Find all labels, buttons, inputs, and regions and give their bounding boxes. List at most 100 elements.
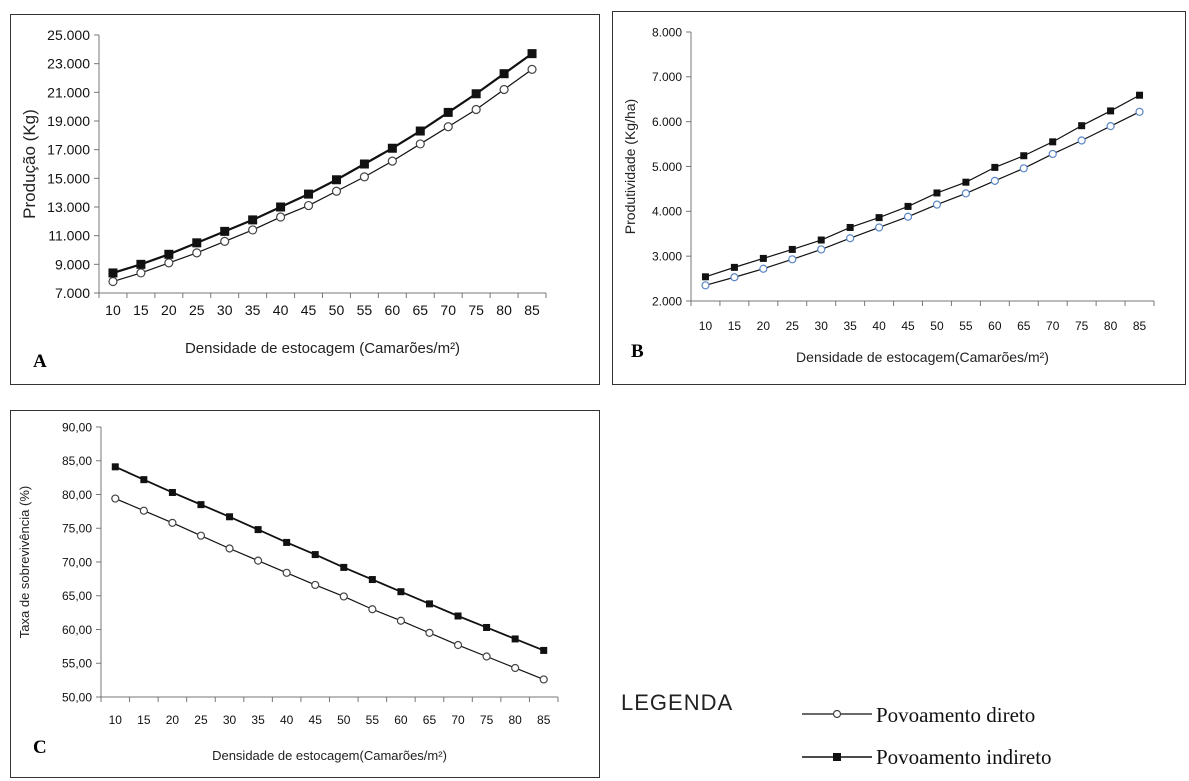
data-point-indireto-c xyxy=(340,563,348,571)
x-tick-label-c: 55 xyxy=(366,713,380,727)
data-point-direto-c xyxy=(482,652,491,661)
x-tick-label-b: 35 xyxy=(843,319,857,333)
x-tick-label-a: 85 xyxy=(524,302,540,318)
x-tick-label-c: 45 xyxy=(309,713,323,727)
data-point-indireto-a xyxy=(108,268,118,278)
data-point-direto-b xyxy=(961,189,971,198)
data-point-indireto-c xyxy=(111,463,119,471)
data-point-indireto-c xyxy=(311,551,319,559)
data-point-indireto-b xyxy=(759,254,767,262)
data-point-direto-b xyxy=(759,264,768,273)
y-tick-label-c: 90,00 xyxy=(62,420,92,434)
series-line-direto-a xyxy=(112,68,533,283)
y-tick-label-c: 55,00 xyxy=(62,657,92,671)
data-point-indireto-b xyxy=(730,263,738,271)
data-point-indireto-c xyxy=(197,501,205,509)
data-point-direto-b xyxy=(701,281,710,290)
x-tick-label-c: 20 xyxy=(166,713,180,727)
data-point-indireto-a xyxy=(276,202,286,212)
chart-panel-c: 50,00 55,00 60,00 65,00 70,00 75,00 80,00 85,00… xyxy=(10,410,600,778)
y-tick-label-c: 70,00 xyxy=(62,555,92,569)
x-tick-label-a: 25 xyxy=(189,302,205,318)
y-tick-label-c: 65,00 xyxy=(62,589,92,603)
data-point-direto-a xyxy=(248,225,258,235)
data-point-direto-b xyxy=(1106,122,1115,131)
data-point-indireto-a xyxy=(387,143,397,153)
y-tick-label-a: 11.000 xyxy=(48,228,90,244)
data-point-indireto-a xyxy=(220,226,230,236)
data-point-indireto-b xyxy=(1136,91,1144,99)
y-tick-label-c: 85,00 xyxy=(62,454,92,468)
data-point-indireto-b xyxy=(817,236,825,244)
x-tick-label-c: 35 xyxy=(251,713,265,727)
y-axis-title-b: Produtividade (Kg/ha) xyxy=(622,99,638,234)
y-axis-title-a: Produção (Kg) xyxy=(20,109,39,219)
data-point-indireto-c xyxy=(140,476,148,484)
panel-label-b: B xyxy=(631,341,644,362)
x-tick-label-b: 50 xyxy=(930,319,944,333)
data-point-indireto-a xyxy=(443,107,453,117)
data-point-direto-a xyxy=(499,84,509,95)
legend-label-direto: Povoamento direto xyxy=(876,703,1036,727)
y-tick-label-b: 8.000 xyxy=(652,25,682,39)
y-tick-label-a: 9.000 xyxy=(55,256,90,272)
legend-label-indireto: Povoamento indireto xyxy=(876,745,1052,769)
data-point-direto-c xyxy=(539,675,548,684)
data-point-direto-a xyxy=(387,156,397,166)
data-point-direto-b xyxy=(874,223,884,232)
series-line-indireto-a xyxy=(112,52,533,274)
data-point-indireto-a xyxy=(527,49,537,59)
data-point-direto-c xyxy=(425,628,434,637)
chart-b-svg: 2.000 3.000 4.000 5.000 6.000 7.000 8.000 10 15 2… xyxy=(622,25,1155,365)
x-tick-label-b: 65 xyxy=(1017,319,1031,333)
data-point-direto-c xyxy=(111,494,120,503)
y-tick-label-b: 7.000 xyxy=(652,70,682,84)
data-point-indireto-a xyxy=(499,69,509,79)
data-point-indireto-a xyxy=(331,175,341,185)
x-tick-label-b: 25 xyxy=(786,319,800,333)
data-point-direto-c xyxy=(453,640,463,650)
legend-title: LEGENDA xyxy=(621,690,734,715)
x-tick-label-c: 30 xyxy=(223,713,237,727)
data-point-indireto-c xyxy=(454,612,462,620)
data-point-direto-b xyxy=(846,234,855,243)
y-tick-label-a: 25.000 xyxy=(47,27,90,43)
x-tick-label-c: 40 xyxy=(280,713,294,727)
x-tick-label-a: 55 xyxy=(357,302,373,318)
data-point-indireto-b xyxy=(788,245,796,253)
x-tick-label-c: 25 xyxy=(194,713,208,727)
data-point-direto-a xyxy=(136,268,146,278)
data-point-indireto-b xyxy=(991,163,999,171)
x-tick-label-a: 35 xyxy=(245,302,261,318)
data-point-indireto-a xyxy=(248,215,258,225)
data-point-indireto-b xyxy=(1049,138,1057,146)
data-point-direto-c xyxy=(196,531,206,540)
y-tick-label-a: 7.000 xyxy=(55,285,90,301)
data-point-indireto-b xyxy=(904,202,912,210)
data-point-direto-a xyxy=(192,248,202,258)
data-point-indireto-a xyxy=(359,159,369,169)
x-tick-label-c: 70 xyxy=(451,713,465,727)
y-tick-label-c: 50,00 xyxy=(62,690,92,704)
data-point-direto-b xyxy=(932,200,942,209)
data-point-indireto-b xyxy=(875,214,883,222)
data-point-direto-c xyxy=(311,580,320,590)
data-point-direto-a xyxy=(443,122,453,132)
x-tick-label-c: 80 xyxy=(508,713,522,727)
x-tick-label-a: 70 xyxy=(440,302,456,318)
chart-a-svg: 7.000 9.000 11.000 13.000 15.000 17.000 19.000… xyxy=(20,27,547,357)
data-point-direto-c xyxy=(253,556,263,565)
data-point-indireto-a xyxy=(415,126,425,136)
x-tick-label-b: 30 xyxy=(815,319,829,333)
x-tick-label-a: 50 xyxy=(329,302,345,318)
x-tick-label-a: 20 xyxy=(161,302,177,318)
data-point-indireto-c xyxy=(483,623,491,631)
y-tick-label-c: 75,00 xyxy=(62,522,92,536)
x-tick-label-a: 60 xyxy=(385,302,401,318)
x-tick-label-b: 85 xyxy=(1133,319,1147,333)
data-point-direto-b xyxy=(990,176,999,185)
x-axis-title-a: Densidade de estocagem (Camarões/m²) xyxy=(185,340,460,357)
y-tick-label-b: 5.000 xyxy=(652,160,682,174)
data-point-direto-b xyxy=(1019,164,1028,173)
x-tick-label-a: 80 xyxy=(496,302,512,318)
